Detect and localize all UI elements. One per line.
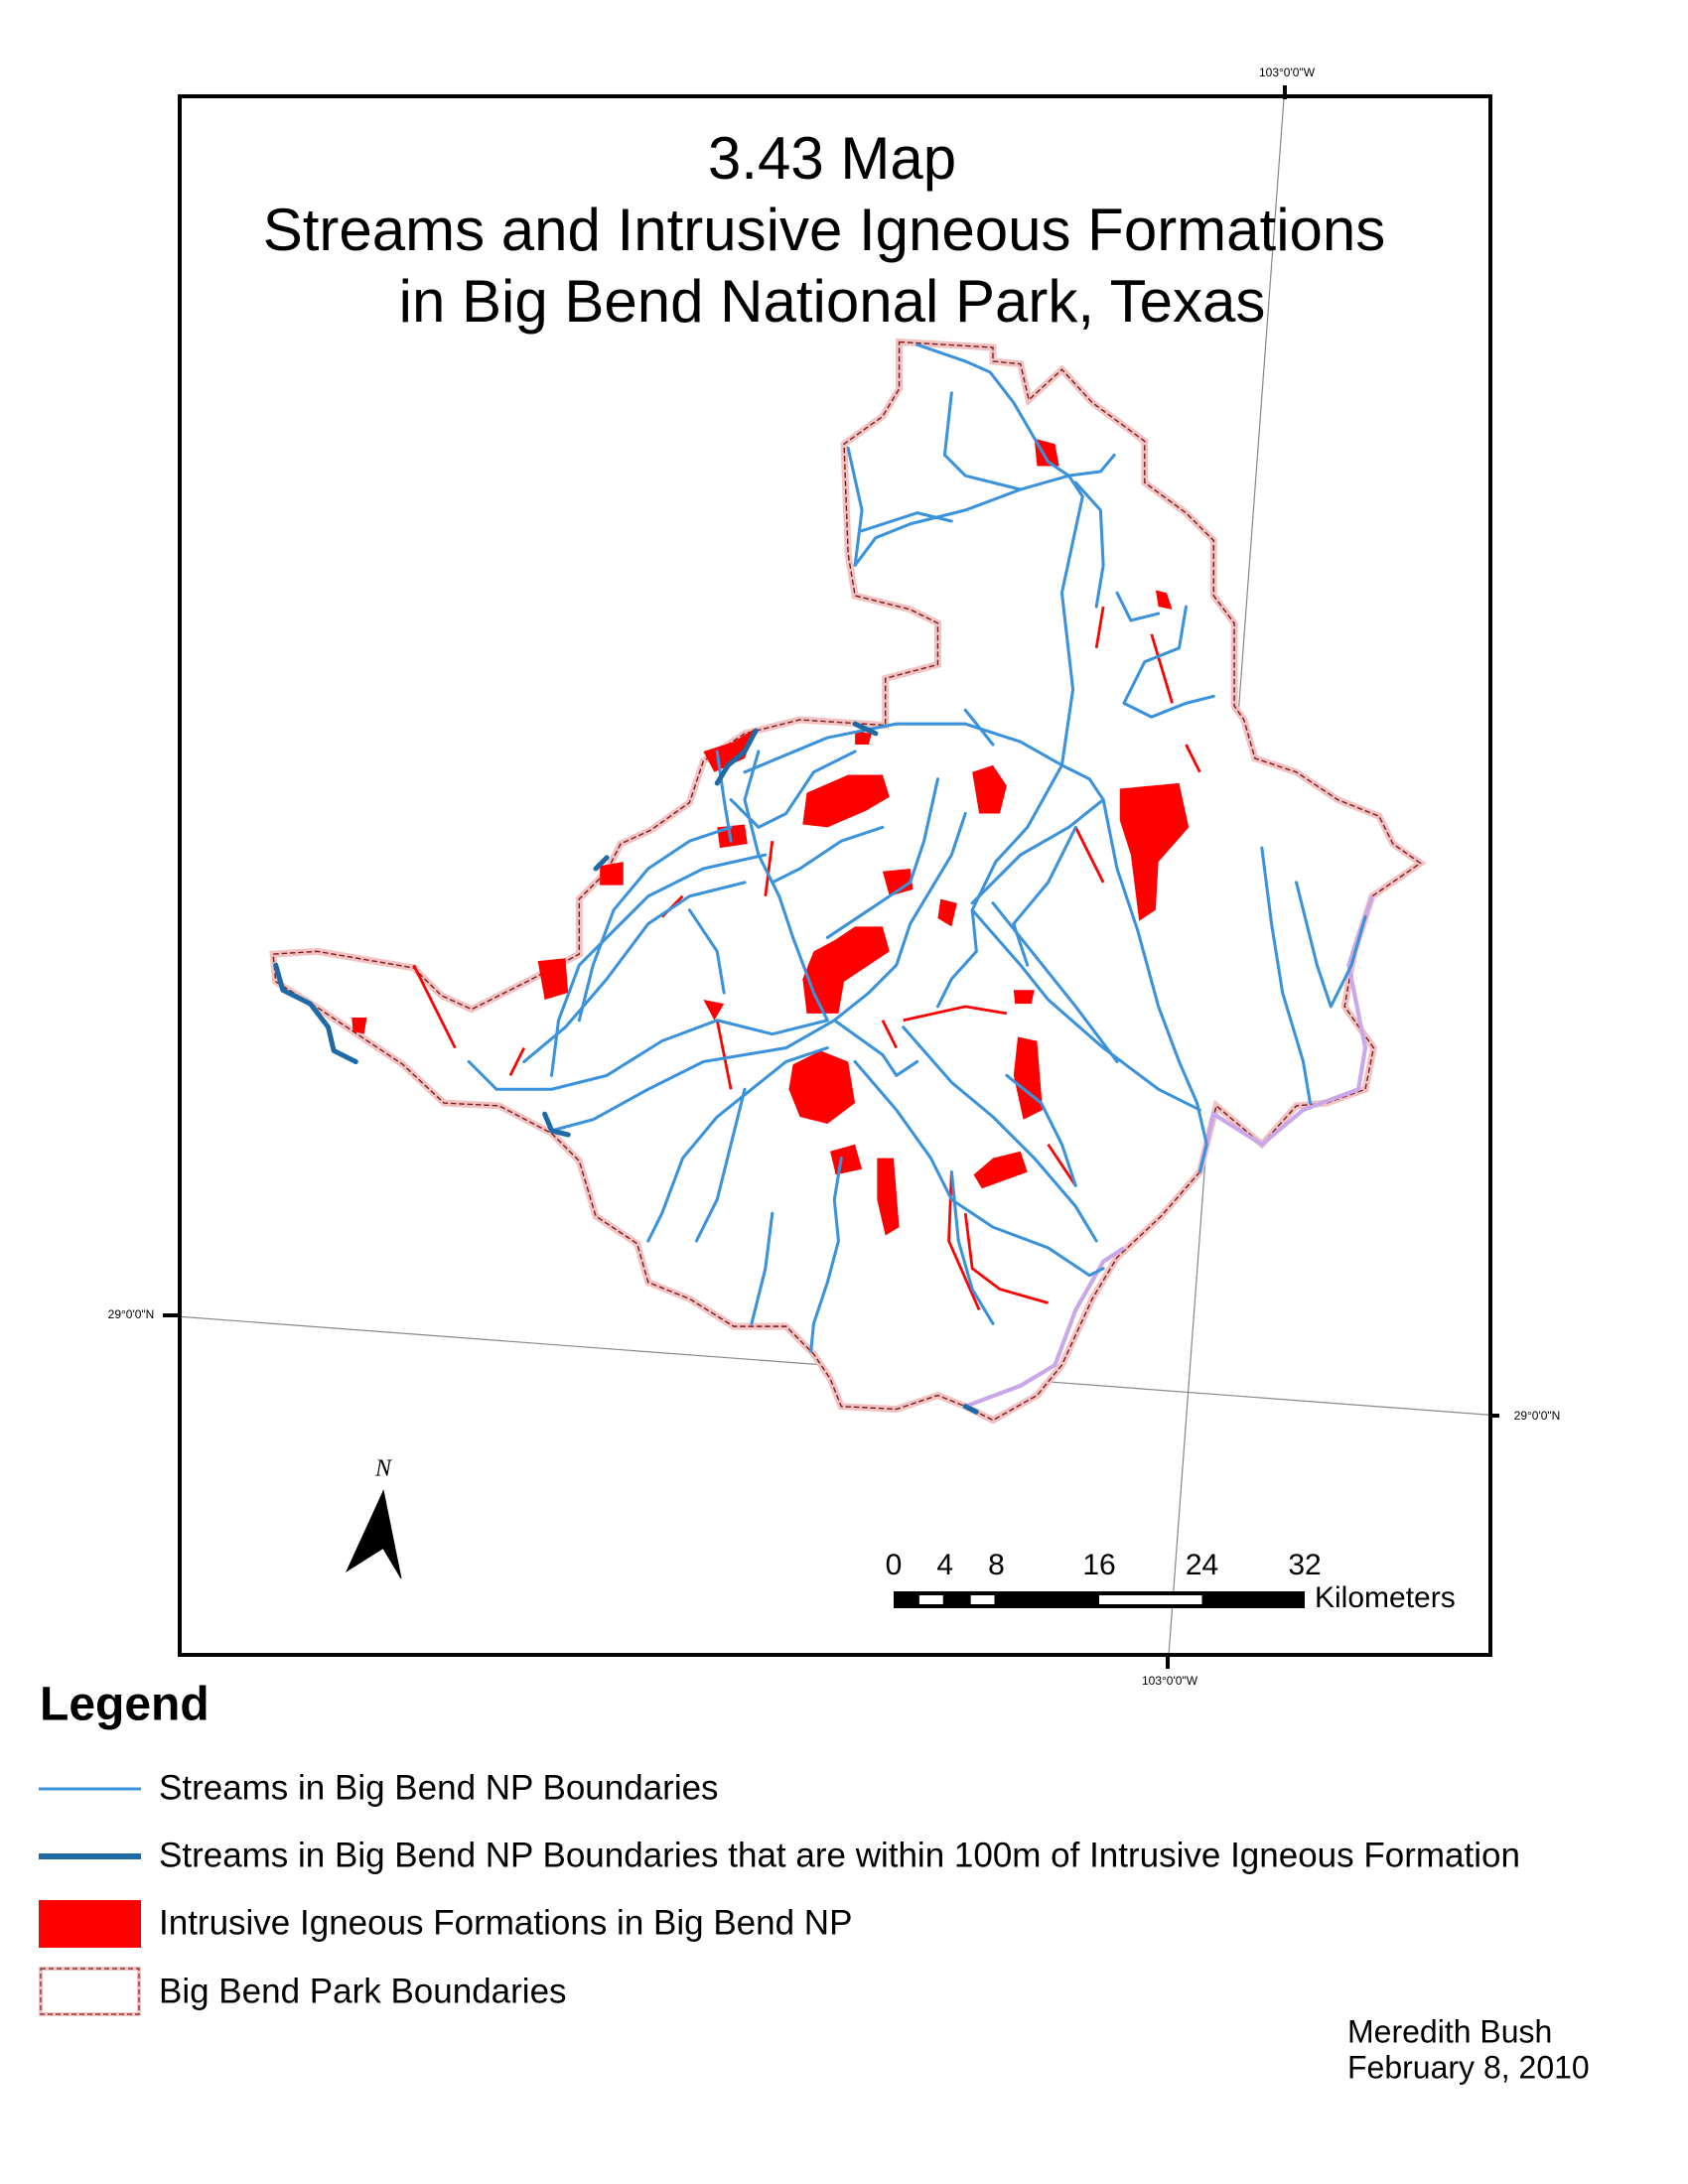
scale-bar-segment (1099, 1595, 1202, 1604)
scale-bar: 0 4 8 16 24 32 (886, 1549, 1322, 1608)
legend-label: Streams in Big Bend NP Boundaries that a… (159, 1836, 1520, 1874)
north-arrow (382, 1489, 402, 1579)
scale-tick-label: 0 (886, 1549, 903, 1581)
park-boundary-halo (269, 338, 1427, 1425)
map-title: in Big Bend National Park, Texas (399, 268, 1266, 335)
scale-tick-label: 8 (988, 1549, 1005, 1581)
map-content (269, 338, 1427, 1425)
map-title: 3.43 Map (708, 125, 956, 192)
scale-tick-label: 4 (936, 1549, 953, 1581)
legend-symbol (39, 1900, 141, 1948)
legend-label: Intrusive Igneous Formations in Big Bend… (159, 1903, 852, 1942)
map-title: Streams and Intrusive Igneous Formations (263, 197, 1386, 263)
river-edge (964, 895, 1374, 1409)
map-frame (178, 94, 1492, 1657)
date: February 8, 2010 (1347, 2049, 1590, 2085)
legend-label: Streams in Big Bend NP Boundaries (159, 1768, 719, 1807)
graticule-label: 103°0'0"W (1259, 66, 1316, 79)
graticule-label: 29°0'0"N (108, 1307, 155, 1321)
scale-tick-label: 24 (1186, 1549, 1218, 1581)
graticule-label: 103°0'0"W (1142, 1674, 1198, 1688)
streams-near-igneous (273, 721, 979, 1415)
north-arrow (346, 1490, 383, 1572)
scale-tick-label: 16 (1082, 1549, 1115, 1581)
scale-unit: Kilometers (1315, 1581, 1456, 1614)
graticule-label: 29°0'0"N (1514, 1409, 1561, 1423)
legend-label: Big Bend Park Boundaries (159, 1972, 567, 2010)
scale-bar-segment (918, 1595, 943, 1604)
igneous-formations (352, 438, 1201, 1311)
legend-title: Legend (40, 1679, 210, 1731)
author: Meredith Bush (1347, 2013, 1552, 2049)
legend-symbol (40, 1968, 140, 2015)
scale-tick-label: 32 (1288, 1549, 1321, 1581)
scale-bar-segment (970, 1595, 995, 1604)
north-arrow-label: N (374, 1456, 393, 1482)
park-boundary (272, 341, 1422, 1422)
streams (467, 342, 1367, 1353)
legend-symbol (39, 1967, 141, 2016)
